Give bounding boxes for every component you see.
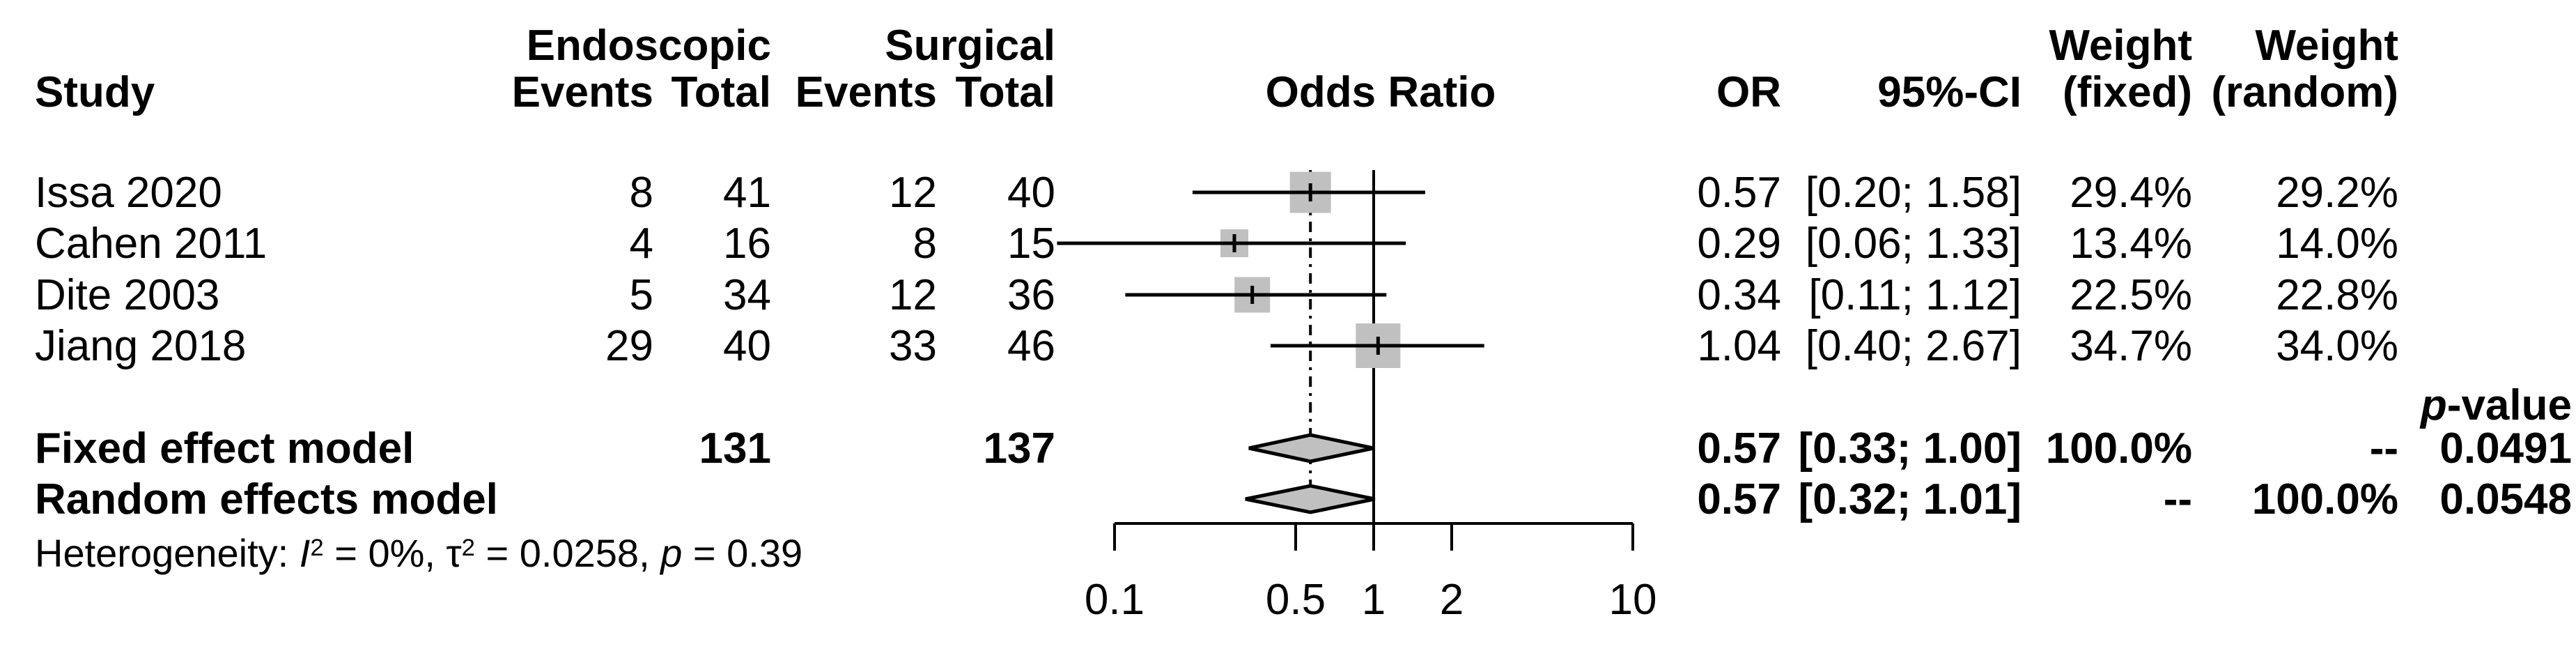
study-name: Jiang 2018	[35, 322, 247, 370]
header-study: Study	[35, 68, 155, 116]
or-pooled-value: 0.57	[1697, 475, 1781, 523]
het-p-symbol: p	[660, 531, 683, 575]
header-group-endoscopic: Endoscopic	[526, 22, 771, 70]
surgical-total-sum: 137	[983, 424, 1055, 473]
header-or: OR	[1716, 68, 1781, 116]
x-axis-tick-label: 0.5	[1265, 576, 1326, 624]
surgical-events-value: 12	[889, 271, 937, 319]
ci-value: [0.06; 1.33]	[1805, 220, 2022, 268]
endoscopic-events-value: 8	[629, 169, 653, 217]
endoscopic-events-value: 4	[629, 220, 653, 268]
study-name: Dite 2003	[35, 271, 220, 319]
x-axis-tick-label: 0.1	[1084, 576, 1145, 624]
weight-fixed-value: 22.5%	[2070, 271, 2192, 319]
endoscopic-total-sum: 131	[699, 424, 771, 473]
het-tau-sup: 2	[461, 535, 475, 562]
weight-fixed-value: 13.4%	[2070, 220, 2192, 268]
weight-random-pooled: 100.0%	[2251, 475, 2398, 523]
weight-fixed-value: 29.4%	[2070, 169, 2192, 217]
surgical-total-value: 40	[1007, 169, 1055, 217]
or-value: 0.34	[1697, 271, 1781, 319]
header-weight-word-random: Weight	[2255, 22, 2399, 70]
ci-pooled-value: [0.32; 1.01]	[1798, 475, 2022, 523]
endoscopic-total-value: 40	[723, 322, 771, 370]
header-pvalue: p-value	[0, 381, 2572, 429]
het-i-symbol: I	[299, 531, 311, 575]
surgical-total-value: 15	[1007, 220, 1055, 268]
het-mid1: = 0%,	[323, 531, 447, 575]
endoscopic-events-value: 29	[605, 322, 653, 370]
x-axis-tick-label: 10	[1608, 576, 1657, 624]
endoscopic-events-value: 5	[629, 271, 653, 319]
or-value: 0.57	[1697, 169, 1781, 217]
header-endo-total: Total	[671, 68, 772, 116]
study-name: Cahen 2011	[35, 220, 267, 268]
study-name: Issa 2020	[35, 169, 222, 217]
weight-random-value: 22.8%	[2276, 271, 2398, 319]
ci-value: [0.11; 1.12]	[1808, 271, 2022, 319]
header-ci: 95%-CI	[1877, 68, 2022, 116]
weight-random-value: 29.2%	[2276, 169, 2398, 217]
weight-random-value: 34.0%	[2276, 322, 2398, 370]
x-axis-tick-label: 1	[1361, 576, 1386, 624]
summary-name: Fixed effect model	[35, 424, 414, 473]
surgical-total-value: 46	[1007, 322, 1055, 370]
het-prefix: Heterogeneity:	[35, 531, 300, 575]
header-group-surgical: Surgical	[885, 22, 1055, 70]
header-weight-random: (random)	[2211, 68, 2398, 116]
surgical-events-value: 12	[889, 169, 937, 217]
p-value: 0.0548	[2439, 475, 2572, 523]
x-axis-tick-label: 2	[1439, 576, 1464, 624]
ci-value: [0.40; 2.67]	[1805, 322, 2022, 370]
header-surg-events: Events	[795, 68, 937, 116]
endoscopic-total-value: 16	[723, 220, 771, 268]
het-end: = 0.39	[682, 531, 803, 575]
ci-value: [0.20; 1.58]	[1805, 169, 2022, 217]
summary-name: Random effects model	[35, 475, 498, 523]
header-pvalue-rest: -value	[2446, 381, 2572, 429]
header-odds-ratio: Odds Ratio	[1265, 68, 1496, 116]
weight-fixed-pooled: --	[2163, 475, 2192, 523]
ci-pooled-value: [0.33; 1.00]	[1798, 424, 2022, 473]
or-value: 0.29	[1697, 220, 1781, 268]
heterogeneity-note: Heterogeneity: I2 = 0%, τ2 = 0.0258, p =…	[35, 531, 803, 576]
het-tau-symbol: τ	[446, 531, 462, 575]
weight-fixed-value: 34.7%	[2070, 322, 2192, 370]
header-weight-word-fixed: Weight	[2049, 22, 2193, 70]
surgical-events-value: 8	[913, 220, 937, 268]
header-endo-events: Events	[511, 68, 653, 116]
endoscopic-total-value: 41	[723, 169, 771, 217]
het-mid2: = 0.0258,	[474, 531, 661, 575]
header-weight-fixed: (fixed)	[2063, 68, 2192, 116]
weight-random-value: 14.0%	[2276, 220, 2398, 268]
or-value: 1.04	[1697, 322, 1781, 370]
het-i-sup: 2	[310, 535, 324, 562]
fixed-effect-diamond	[1248, 433, 1374, 464]
random-effects-diamond	[1245, 484, 1376, 514]
weight-random-pooled: --	[2369, 424, 2398, 473]
header-pvalue-p: p	[2420, 381, 2447, 429]
p-value: 0.0491	[2439, 424, 2572, 473]
surgical-total-value: 36	[1007, 271, 1055, 319]
weight-fixed-pooled: 100.0%	[2045, 424, 2192, 473]
surgical-events-value: 33	[889, 322, 937, 370]
endoscopic-total-value: 34	[723, 271, 771, 319]
or-pooled-value: 0.57	[1697, 424, 1781, 473]
header-surg-total: Total	[955, 68, 1056, 116]
